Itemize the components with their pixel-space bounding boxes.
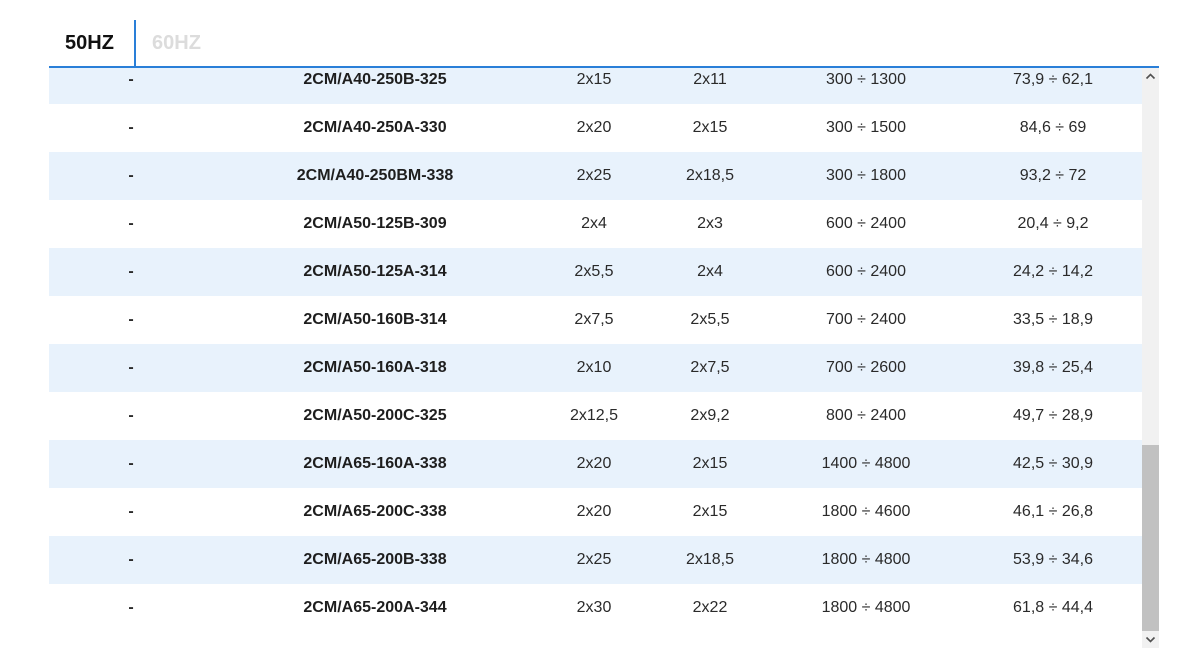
cell-flow-range: 600 ÷ 2400 [826,263,906,280]
cell-model: 2CM/A65-200C-338 [303,503,447,520]
cell-model: 2CM/A50-160A-318 [303,359,447,376]
table-row: - 2CM/A65-160A-338 2x20 2x15 1400 ÷ 4800 42,5… [49,440,1142,488]
cell-flow-range: 700 ÷ 2400 [826,311,906,328]
cell-code: - [128,71,134,88]
scroll-down-button[interactable] [1142,631,1159,648]
cell-power-kw: 2x5,5 [574,263,614,280]
cell-power-kw: 2x20 [576,119,612,136]
cell-code: - [128,551,134,568]
cell-power-hp: 2x9,2 [690,407,730,424]
cell-model: 2CM/A65-200B-338 [303,551,447,568]
cell-head-range: 46,1 ÷ 26,8 [1013,503,1093,520]
cell-power-hp: 2x3 [697,215,723,232]
cell-power-hp: 2x18,5 [685,551,735,568]
cell-head-range: 20,4 ÷ 9,2 [1017,215,1089,232]
scrollbar-thumb[interactable] [1142,445,1159,631]
table-row: - 2CM/A40-250A-330 2x20 2x15 300 ÷ 1500 84,6 … [49,104,1142,152]
cell-power-kw: 2x15 [576,71,612,88]
table-row: - 2CM/A40-250BM-338 2x25 2x18,5 300 ÷ 1800 93… [49,152,1142,200]
cell-flow-range: 700 ÷ 2600 [826,359,906,376]
cell-code: - [128,167,134,184]
frequency-tabs: 50HZ 60HZ [49,20,1159,68]
cell-head-range: 53,9 ÷ 34,6 [1013,551,1093,568]
table-row: - 2CM/A50-125A-314 2x5,5 2x4 600 ÷ 2400 24,2 … [49,248,1142,296]
cell-flow-range: 1800 ÷ 4800 [821,599,911,616]
vertical-scrollbar[interactable] [1142,68,1159,648]
cell-model: 2CM/A65-160A-338 [303,455,447,472]
cell-head-range: 73,9 ÷ 62,1 [1013,71,1093,88]
cell-power-kw: 2x12,5 [569,407,619,424]
cell-model: 2CM/A50-125B-309 [303,215,447,232]
cell-head-range: 93,2 ÷ 72 [1019,167,1087,184]
cell-power-kw: 2x4 [581,215,607,232]
cell-power-hp: 2x15 [692,503,728,520]
cell-model: 2CM/A50-160B-314 [303,311,447,328]
cell-code: - [128,407,134,424]
cell-power-hp: 2x7,5 [690,359,730,376]
cell-flow-range: 300 ÷ 1300 [826,71,906,88]
cell-head-range: 39,8 ÷ 25,4 [1013,359,1093,376]
table-row: - 2CM/A65-200A-344 2x30 2x22 1800 ÷ 4800 61,8… [49,584,1142,632]
cell-power-hp: 2x11 [693,71,727,88]
cell-code: - [128,119,134,136]
cell-power-kw: 2x10 [576,359,612,376]
cell-code: - [128,455,134,472]
cell-model: 2CM/A40-250BM-338 [296,167,454,184]
table-row: - 2CM/A65-200C-338 2x20 2x15 1800 ÷ 4600 46,1… [49,488,1142,536]
cell-code: - [128,503,134,520]
tab-divider [134,20,136,66]
cell-power-hp: 2x15 [692,119,728,136]
cell-power-kw: 2x20 [576,455,612,472]
cell-power-hp: 2x4 [697,263,723,280]
cell-power-hp: 2x22 [692,599,728,616]
cell-flow-range: 300 ÷ 1500 [826,119,906,136]
cell-code: - [128,215,134,232]
table-row: - 2CM/A65-200B-338 2x25 2x18,5 1800 ÷ 4800 53… [49,536,1142,584]
cell-flow-range: 1800 ÷ 4600 [821,503,911,520]
cell-head-range: 33,5 ÷ 18,9 [1013,311,1093,328]
table-row: - 2CM/A40-250B-325 2x15 2x11 300 ÷ 1300 73,9 … [49,68,1142,104]
table-row: - 2CM/A50-160B-314 2x7,5 2x5,5 700 ÷ 2400 33,… [49,296,1142,344]
cell-power-hp: 2x18,5 [685,167,735,184]
cell-power-hp: 2x15 [692,455,728,472]
cell-head-range: 61,8 ÷ 44,4 [1013,599,1093,616]
cell-head-range: 24,2 ÷ 14,2 [1013,263,1093,280]
table-row: - 2CM/A50-200C-325 2x12,5 2x9,2 800 ÷ 2400 49… [49,392,1142,440]
cell-model: 2CM/A40-250B-325 [303,71,447,88]
cell-code: - [128,599,134,616]
cell-code: - [128,311,134,328]
cell-flow-range: 800 ÷ 2400 [826,407,906,424]
cell-power-hp: 2x5,5 [690,311,730,328]
cell-model: 2CM/A50-200C-325 [303,407,447,424]
tab-60hz[interactable]: 60HZ [152,32,201,54]
cell-flow-range: 1800 ÷ 4800 [821,551,911,568]
cell-flow-range: 300 ÷ 1800 [826,167,906,184]
cell-power-kw: 2x30 [576,599,612,616]
cell-code: - [128,359,134,376]
cell-code: - [128,263,134,280]
scroll-up-button[interactable] [1142,68,1159,85]
chevron-up-icon [1145,73,1156,80]
tab-50hz[interactable]: 50HZ [65,32,114,54]
cell-power-kw: 2x25 [576,167,612,184]
pump-table: - 2CM/A40-250B-325 2x15 2x11 300 ÷ 1300 73,9 … [49,68,1142,648]
cell-head-range: 84,6 ÷ 69 [1019,119,1087,136]
cell-power-kw: 2x7,5 [574,311,614,328]
cell-power-kw: 2x25 [576,551,612,568]
chevron-down-icon [1145,636,1156,643]
cell-model: 2CM/A40-250A-330 [303,119,447,136]
cell-flow-range: 1400 ÷ 4800 [821,455,911,472]
cell-head-range: 49,7 ÷ 28,9 [1013,407,1093,424]
cell-power-kw: 2x20 [576,503,612,520]
cell-flow-range: 600 ÷ 2400 [826,215,906,232]
cell-model: 2CM/A50-125A-314 [303,263,447,280]
table-row: - 2CM/A50-125B-309 2x4 2x3 600 ÷ 2400 20,4 ÷ … [49,200,1142,248]
table-row: - 2CM/A50-160A-318 2x10 2x7,5 700 ÷ 2600 39,8… [49,344,1142,392]
cell-model: 2CM/A65-200A-344 [303,599,447,616]
cell-head-range: 42,5 ÷ 30,9 [1013,455,1093,472]
